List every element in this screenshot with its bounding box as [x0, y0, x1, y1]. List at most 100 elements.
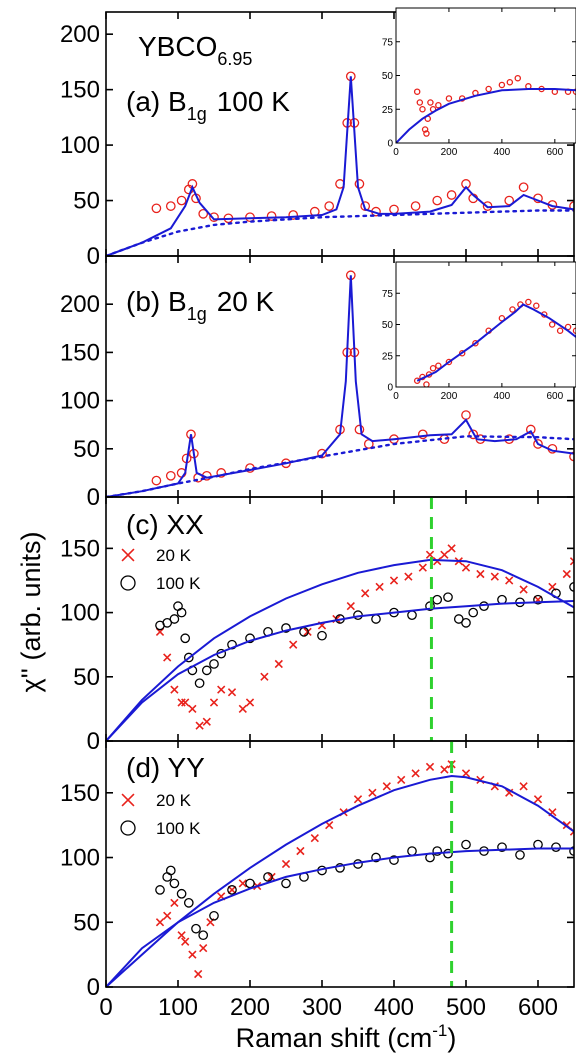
panel-c-legend-label: 20 K: [156, 546, 192, 565]
panel-a-data-point: [245, 212, 255, 223]
panel-a-data-point: [432, 195, 443, 206]
panel-d-x-tick-label: 300: [302, 994, 342, 1021]
panel-d-data-point: [335, 863, 345, 873]
panel-a-inset-y-tick-label: 25: [382, 105, 394, 116]
panel-a-label: (a) B1g 100 K: [126, 86, 290, 124]
panel-d-data-point: [440, 765, 449, 774]
panel-d-legend-marker: [120, 820, 136, 836]
panel-b-data-point: [216, 468, 227, 478]
panel-a-data-point: [504, 195, 515, 206]
panel-c-data-point: [404, 572, 413, 581]
panel-d-legend-label: 100 K: [156, 819, 201, 838]
panel-a-data-point: [198, 209, 209, 219]
panel-b-inset-data-point: [472, 339, 479, 347]
panel-a-label-suffix: 100 K: [217, 86, 290, 117]
panel-d-data-point: [176, 888, 187, 899]
panel-d-data-point: [325, 821, 334, 830]
panel-d-data-point: [281, 859, 291, 869]
panel-b-background-line-2: [106, 435, 574, 497]
panel-a-y-tick-label: 0: [87, 243, 100, 270]
panel-c-data-point: [217, 685, 226, 694]
panel-d-label: (d) YY: [126, 752, 205, 783]
panel-a-inset-data-point: [413, 88, 421, 95]
panel-a-inset-data-point: [514, 74, 522, 82]
panel-c-data-point: [447, 544, 456, 553]
panel-d-fit-line-3: [106, 847, 574, 987]
panel-b-inset: 0 200 400 600 0 25 50 75: [382, 261, 576, 402]
panel-b-y-tick-label: 150: [60, 339, 100, 366]
panel-a-plot-area: [106, 71, 574, 256]
panel-d-y-tick-label: 150: [60, 780, 100, 807]
panel-c-fit-line-3: [106, 600, 574, 741]
panel-c-data-point: [274, 659, 283, 669]
panel-b-inset-data-point: [572, 327, 576, 334]
panel-d-data-point: [281, 878, 291, 889]
panel-c-legend-marker: [121, 548, 135, 562]
panel-c-data-point: [181, 698, 190, 707]
panel-b-inset-data-point: [525, 298, 532, 306]
panel-d-data-point: [533, 795, 543, 804]
x-axis-title: Raman shift (cm-1): [236, 1021, 457, 1053]
panel-a-data-point: [446, 190, 457, 200]
panel-b-inset-data-point: [429, 364, 437, 372]
panel-d-data-point: [169, 878, 180, 889]
panel-d-data-point: [353, 795, 363, 804]
panel-d-data-point: [155, 885, 165, 895]
panel-b-y-tick-label: 200: [60, 291, 100, 318]
panel-c-data-point: [180, 633, 191, 644]
panel-d-x-tick-label: 500: [446, 994, 486, 1021]
panel-a-data-point: [288, 210, 299, 220]
panel-b-inset-y-tick-label: 0: [387, 383, 393, 394]
panel-c-data-point: [407, 610, 417, 620]
panel-b-inset-y-tick-label: 25: [382, 351, 394, 362]
panel-d-data-point: [177, 931, 186, 940]
panel-c-data-point: [433, 557, 442, 566]
panel-d-data-point: [263, 872, 273, 882]
panel-b-data-point: [165, 470, 176, 481]
panel-a-inset-x-tick-label: 0: [393, 147, 399, 158]
panel-a-inset-fit-line-1: [396, 88, 576, 143]
panel-d-data-point: [209, 910, 219, 921]
panel-a-inset: 0 200 400 600 0 25 50 75: [382, 7, 576, 158]
panel-a-inset-y-tick-label: 50: [382, 71, 394, 82]
panel-a-inset-x-tick-label: 400: [494, 147, 511, 158]
panel-a-inset-data-point: [427, 99, 434, 106]
panel-b-inset-x-tick-label: 600: [546, 391, 563, 402]
panel-d-x-tick-label: 0: [99, 994, 112, 1021]
panel-a-data-point: [165, 201, 176, 211]
panel-b-y-tick-label: 100: [60, 388, 100, 415]
panel-c-data-point: [476, 569, 485, 579]
panel-a-data-point: [151, 203, 162, 214]
panel-b-label-suffix: 20 K: [217, 286, 275, 317]
panel-a-inset-data-point: [572, 88, 576, 95]
panel-b-data-point: [417, 429, 428, 440]
panel-b-y-tick-label: 0: [87, 484, 100, 511]
panel-c-legend-marker: [120, 575, 136, 591]
panel-c-data-point: [468, 607, 479, 618]
panel-a-data-point: [176, 195, 187, 206]
panel-b-inset-data-point: [556, 327, 564, 334]
panel-d-data-point: [191, 923, 201, 934]
panel-b-inset-data-point: [435, 362, 442, 369]
panel-b-inset-data-point: [445, 358, 453, 366]
panel-d-legend-marker: [121, 793, 135, 807]
panel-a-y-tick-label: 50: [73, 188, 100, 215]
panel-d-data-point: [461, 769, 471, 778]
panel-c-data-point: [162, 618, 173, 628]
panel-c-data-point: [170, 685, 179, 694]
panel-b-data-point: [151, 475, 162, 486]
panel-c-data-point: [245, 633, 255, 644]
panel-a-data-point: [518, 182, 529, 193]
panel-c-data-point: [453, 614, 464, 624]
panel-c-data-point: [432, 594, 443, 605]
panel-d-data-point: [183, 897, 194, 908]
panel-d-data-point: [227, 885, 237, 895]
panel-a-data-point: [324, 201, 335, 211]
panel-d-data-point: [155, 918, 165, 927]
panel-d-data-point: [227, 885, 237, 895]
panel-b-inset-bg: [396, 262, 576, 387]
panel-a-inset-x-tick-label: 200: [441, 147, 458, 158]
panel-d-data-point: [296, 846, 305, 856]
panel-c-y-tick-label: 50: [73, 664, 100, 691]
panel-b-inset-data-point: [423, 381, 430, 387]
